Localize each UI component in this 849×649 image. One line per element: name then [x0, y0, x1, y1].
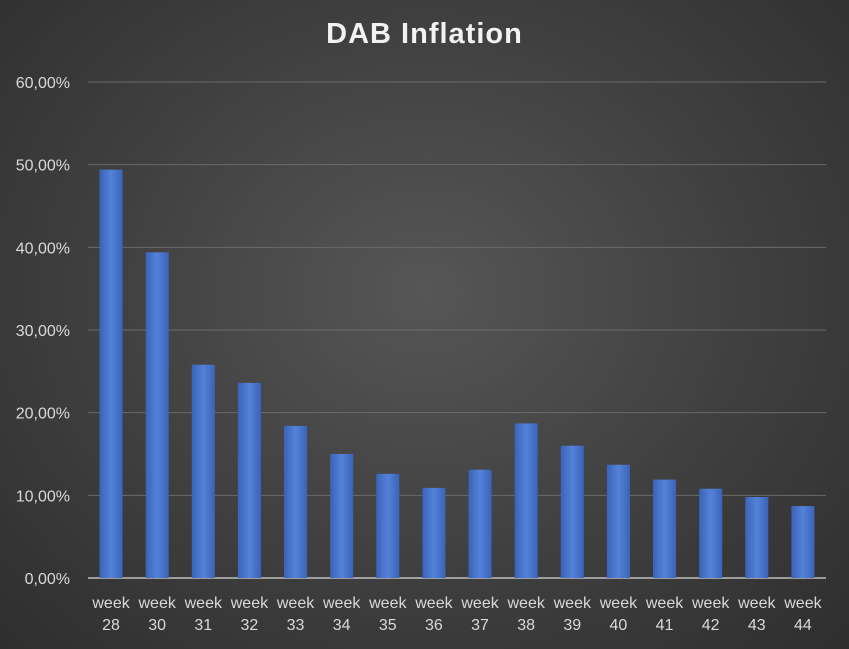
y-tick-label: 20,00% [16, 406, 70, 423]
bar [284, 425, 308, 578]
x-tick-label: week 31 [184, 595, 223, 634]
x-tick-label: week 37 [460, 595, 499, 634]
y-tick-label: 40,00% [16, 240, 70, 257]
x-tick-label: week 28 [91, 595, 130, 634]
bar [191, 364, 215, 578]
chart-title: DAB Inflation [326, 18, 523, 50]
y-tick-label: 60,00% [16, 75, 70, 92]
y-tick-label: 50,00% [16, 158, 70, 175]
x-tick-label: week 34 [322, 595, 361, 634]
bar [145, 252, 169, 578]
x-tick-label: week 41 [645, 595, 684, 634]
bar [237, 382, 261, 578]
bar [653, 479, 677, 578]
x-tick-label: week 32 [230, 595, 269, 634]
x-tick-label: week 35 [368, 595, 407, 634]
x-tick-label: week 43 [737, 595, 776, 634]
y-tick-label: 10,00% [16, 488, 70, 505]
bar [606, 464, 630, 578]
x-tick-label: week 40 [599, 595, 638, 634]
bar [699, 488, 723, 578]
bar [791, 506, 815, 578]
bar [376, 473, 400, 578]
bar [330, 454, 354, 578]
x-tick-label: week 44 [783, 595, 822, 634]
x-tick-label: week 30 [138, 595, 177, 634]
y-tick-label: 30,00% [16, 323, 70, 340]
x-tick-label: week 38 [507, 595, 546, 634]
bar [560, 445, 584, 578]
bar [514, 423, 538, 578]
bar [422, 487, 446, 578]
x-tick-label: week 33 [276, 595, 315, 634]
bar [99, 169, 123, 579]
y-tick-label: 0,00% [25, 571, 70, 588]
x-tick-label: week 39 [553, 595, 592, 634]
x-tick-label: week 42 [691, 595, 730, 634]
bar [745, 496, 769, 578]
bar [468, 469, 492, 578]
x-tick-label: week 36 [414, 595, 453, 634]
